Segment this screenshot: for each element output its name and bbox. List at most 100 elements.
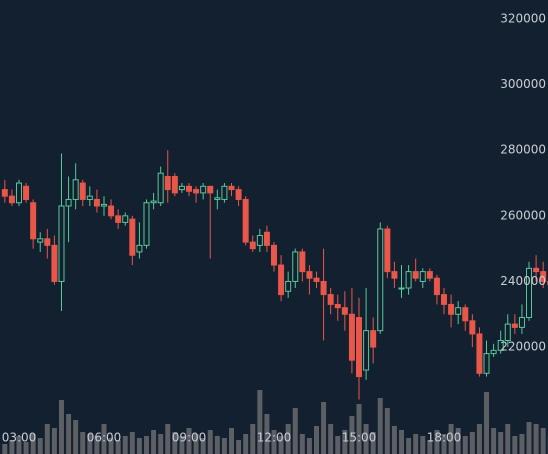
volume-bar [30, 434, 36, 454]
candle-body [356, 317, 363, 378]
y-tick-label: 240000 [500, 274, 546, 288]
candle-body [58, 205, 65, 282]
candle-body [426, 271, 433, 279]
candle-body [419, 271, 426, 282]
volume-bar [228, 428, 234, 454]
x-tick-label: 18:00 [427, 431, 462, 445]
volume-bar [193, 434, 199, 454]
candle-body [398, 287, 405, 290]
candle-body [136, 244, 143, 253]
volume-bar [264, 414, 270, 454]
candle-body [490, 349, 497, 355]
volume-bar [278, 436, 284, 454]
candle-body [483, 353, 490, 374]
candle-body [242, 198, 249, 243]
candle-body [51, 244, 58, 282]
x-tick-label: 12:00 [257, 431, 292, 445]
candle-body [278, 264, 285, 296]
volume-bar [271, 430, 277, 454]
candle-body [200, 185, 207, 194]
volume-bar [250, 424, 256, 454]
volume-bar [448, 424, 454, 454]
candle-body [37, 238, 44, 243]
volume-bar [143, 436, 149, 454]
volume-bar [214, 436, 220, 454]
volume-bar [94, 436, 100, 454]
volume-bar [505, 424, 511, 454]
candle-body [341, 307, 348, 315]
candle-body [72, 179, 79, 200]
volume-bar [58, 400, 64, 454]
candle-body [171, 175, 178, 194]
volume-bar [257, 390, 263, 454]
volume-bar [462, 436, 468, 454]
candle-body [405, 271, 412, 289]
volume-bar [51, 428, 57, 454]
volume-bar [377, 398, 383, 454]
candle-body [249, 241, 256, 250]
candle-body [455, 307, 462, 315]
candle-body [115, 215, 122, 223]
candle-body [363, 330, 370, 371]
candle-body [100, 203, 107, 207]
volume-bar [37, 438, 43, 454]
candle-body [533, 267, 540, 273]
candle-body [214, 197, 221, 200]
volume-bar [491, 428, 497, 454]
candle-body [313, 277, 320, 282]
candle-body [207, 185, 214, 194]
y-tick-label: 260000 [500, 208, 546, 222]
candle-body [384, 228, 391, 273]
candle-body [441, 294, 448, 305]
candle-body [108, 205, 115, 217]
candle-body [497, 340, 504, 351]
candle-body [86, 195, 93, 200]
volume-bar [363, 424, 369, 454]
volume-bar [23, 442, 29, 454]
volume-bar [16, 436, 22, 454]
candle-body [476, 333, 483, 374]
candle-body [150, 200, 157, 204]
volume-bar [115, 440, 121, 454]
volume-bar [328, 424, 334, 454]
candle-body [448, 303, 455, 315]
candle-body [143, 202, 150, 246]
volume-bar [129, 432, 135, 454]
candle-body [327, 294, 334, 305]
volume-bar [370, 432, 376, 454]
volume-bar [122, 436, 128, 454]
volume-bar [200, 438, 206, 454]
candle-body [540, 271, 547, 282]
candle-body [15, 182, 22, 204]
volume-bar [455, 428, 461, 454]
y-tick-label: 320000 [500, 12, 546, 26]
volume-bar [221, 438, 227, 454]
volume-bar [172, 432, 178, 454]
volume-bar [476, 424, 482, 454]
candle-body [306, 271, 313, 279]
volume-bar [87, 434, 93, 454]
y-tick-label: 280000 [500, 143, 546, 157]
candle-body [433, 277, 440, 296]
candle-body [8, 195, 15, 204]
volume-bar [413, 434, 419, 454]
candle-body [157, 172, 164, 204]
candle-body [221, 185, 228, 200]
y-tick-label: 300000 [500, 77, 546, 91]
candle-body [377, 228, 384, 332]
volume-bar [349, 416, 355, 454]
volume-bar [207, 430, 213, 454]
volume-bar [335, 436, 341, 454]
volume-bar [179, 436, 185, 454]
candle-body [469, 320, 476, 335]
volume-bar [314, 426, 320, 454]
candle-body [256, 235, 263, 246]
volume-bar [306, 438, 312, 454]
candle-body [193, 189, 200, 194]
volume-bar [441, 434, 447, 454]
candle-body [348, 313, 355, 361]
volume-bar [108, 438, 114, 454]
candle-body [178, 185, 185, 191]
candle-body [391, 271, 398, 279]
candle-body [334, 303, 341, 309]
